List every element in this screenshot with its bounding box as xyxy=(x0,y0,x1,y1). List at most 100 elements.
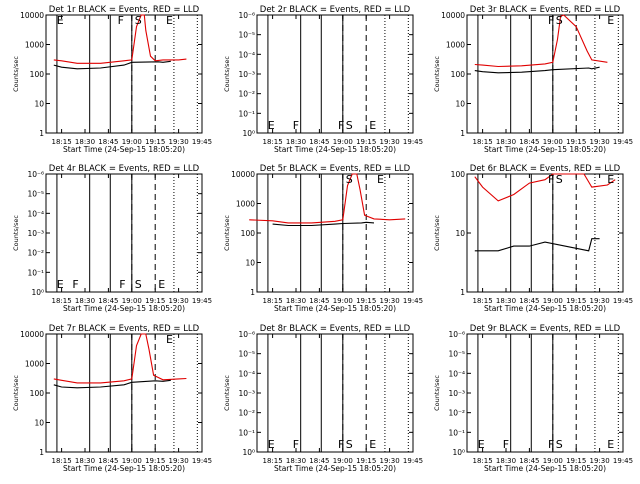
x-tick-label: 18:15 xyxy=(263,457,283,465)
marker-label: F xyxy=(118,14,124,27)
x-tick-label: 19:30 xyxy=(590,138,610,146)
axes-frame xyxy=(45,14,203,134)
y-tick-label: 10⁻² xyxy=(238,409,255,418)
series-events xyxy=(53,60,171,70)
y-tick-label: 10 xyxy=(245,259,255,268)
x-tick-label: 19:00 xyxy=(122,457,142,465)
x-tick-label: 19:15 xyxy=(356,297,376,305)
y-axis-label: Counts/sec xyxy=(433,56,441,92)
x-tick-label: 18:45 xyxy=(309,457,329,465)
x-tick-label: 18:15 xyxy=(263,297,283,305)
x-tick-label: 19:00 xyxy=(543,297,563,305)
x-tick-label: 19:15 xyxy=(145,297,165,305)
x-tick-label: 18:30 xyxy=(496,138,516,146)
panel-det-4: Det 4r BLACK = Events, RED = LLD 10⁰ 10⁻¹ 1… xyxy=(12,164,212,313)
x-tick-label: 18:30 xyxy=(496,457,516,465)
marker-label: F xyxy=(338,119,344,132)
panel-title: Det 1r BLACK = Events, RED = LLD xyxy=(49,5,200,15)
x-tick-label: 19:45 xyxy=(192,138,212,146)
marker-label: E xyxy=(369,119,376,132)
x-axis-label: Start Time (24-Sep-15 18:05:20) xyxy=(484,464,606,473)
x-tick-label: 19:00 xyxy=(122,297,142,305)
y-axis-label: Counts/sec xyxy=(223,215,231,251)
x-tick-label: 19:45 xyxy=(613,138,633,146)
marker-label: S xyxy=(556,14,563,27)
x-tick-label: 19:15 xyxy=(356,138,376,146)
y-tick-label: 10⁻¹ xyxy=(448,428,465,437)
y-tick-label: 1 xyxy=(250,288,255,297)
panel-title: Det 4r BLACK = Events, RED = LLD xyxy=(49,164,200,174)
panel-title: Det 6r BLACK = Events, RED = LLD xyxy=(470,164,621,174)
marker-label: F xyxy=(119,278,125,291)
x-tick-label: 19:30 xyxy=(380,138,400,146)
x-tick-label: 19:30 xyxy=(169,138,189,146)
panel-det-6: Det 6r BLACK = Events, RED = LLD 1 10 100 Co… xyxy=(433,164,633,313)
x-tick-label: 18:45 xyxy=(309,138,329,146)
panel-det-2: Det 2r BLACK = Events, RED = LLD 10⁰ 10⁻¹ 1… xyxy=(223,5,423,154)
y-tick-label: 10⁻⁵ xyxy=(238,31,255,40)
x-tick-label: 19:45 xyxy=(613,297,633,305)
x-tick-label: 18:45 xyxy=(98,297,118,305)
x-tick-label: 19:15 xyxy=(566,457,586,465)
y-tick-label: 10⁰ xyxy=(31,288,44,297)
y-tick-label: 100 xyxy=(30,389,45,398)
marker-label: F xyxy=(503,438,509,451)
axes-frame xyxy=(256,333,414,453)
x-tick-label: 18:30 xyxy=(286,297,306,305)
y-tick-label: 1 xyxy=(460,288,465,297)
marker-label: F xyxy=(293,438,299,451)
x-tick-label: 19:30 xyxy=(169,297,189,305)
marker-label: E xyxy=(57,278,64,291)
x-tick-label: 19:30 xyxy=(169,457,189,465)
x-tick-label: 19:45 xyxy=(403,297,423,305)
x-tick-label: 18:45 xyxy=(519,297,539,305)
x-tick-label: 18:15 xyxy=(52,457,72,465)
x-tick-label: 19:00 xyxy=(543,457,563,465)
y-tick-label: 10 xyxy=(455,100,465,109)
x-tick-label: 18:15 xyxy=(473,138,493,146)
x-axis-label: Start Time (24-Sep-15 18:05:20) xyxy=(484,304,606,313)
x-tick-label: 19:15 xyxy=(145,138,165,146)
marker-label: E xyxy=(57,14,64,27)
panel-det-7: Det 7r BLACK = Events, RED = LLD 1 10 100 10… xyxy=(12,324,212,473)
y-axis-label: Counts/sec xyxy=(12,375,20,411)
x-tick-label: 18:15 xyxy=(263,138,283,146)
y-tick-label: 100 xyxy=(451,70,466,79)
y-tick-label: 10⁻⁵ xyxy=(448,350,465,359)
series-lld xyxy=(249,173,406,224)
y-tick-label: 10⁰ xyxy=(242,129,255,138)
y-tick-label: 1 xyxy=(39,448,44,457)
series-lld xyxy=(474,14,608,68)
marker-label: E xyxy=(166,333,173,346)
panel-det-8: Det 8r BLACK = Events, RED = LLD 10⁰ 10⁻¹ 1… xyxy=(223,324,423,473)
y-tick-label: 10⁻⁵ xyxy=(238,350,255,359)
y-tick-label: 10⁻³ xyxy=(238,389,255,398)
y-tick-label: 10⁻⁴ xyxy=(238,50,255,59)
series-events xyxy=(474,238,600,252)
axes-frame xyxy=(466,333,624,453)
y-tick-label: 10⁻⁶ xyxy=(448,330,465,339)
x-axis-label: Start Time (24-Sep-15 18:05:20) xyxy=(63,145,185,154)
panel-title: Det 2r BLACK = Events, RED = LLD xyxy=(260,5,411,15)
x-tick-label: 18:30 xyxy=(286,138,306,146)
y-tick-label: 10 xyxy=(455,229,465,238)
x-tick-label: 19:30 xyxy=(380,297,400,305)
y-tick-label: 10⁻² xyxy=(238,90,255,99)
y-axis-label: Counts/sec xyxy=(223,375,231,411)
series-events xyxy=(53,379,171,389)
marker-label: F xyxy=(548,438,554,451)
x-tick-label: 19:45 xyxy=(613,457,633,465)
y-tick-label: 10⁻³ xyxy=(448,389,465,398)
y-tick-label: 1000 xyxy=(446,41,465,50)
marker-label: S xyxy=(556,173,563,186)
x-tick-label: 18:45 xyxy=(519,138,539,146)
y-tick-label: 10000 xyxy=(20,330,44,339)
x-tick-label: 18:45 xyxy=(98,138,118,146)
series-lld xyxy=(53,14,187,64)
y-tick-label: 10⁻³ xyxy=(27,229,44,238)
marker-label: E xyxy=(158,278,165,291)
x-tick-label: 19:00 xyxy=(543,138,563,146)
panel-det-9: Det 9r BLACK = Events, RED = LLD 10⁰ 10⁻¹ 1… xyxy=(433,324,633,473)
